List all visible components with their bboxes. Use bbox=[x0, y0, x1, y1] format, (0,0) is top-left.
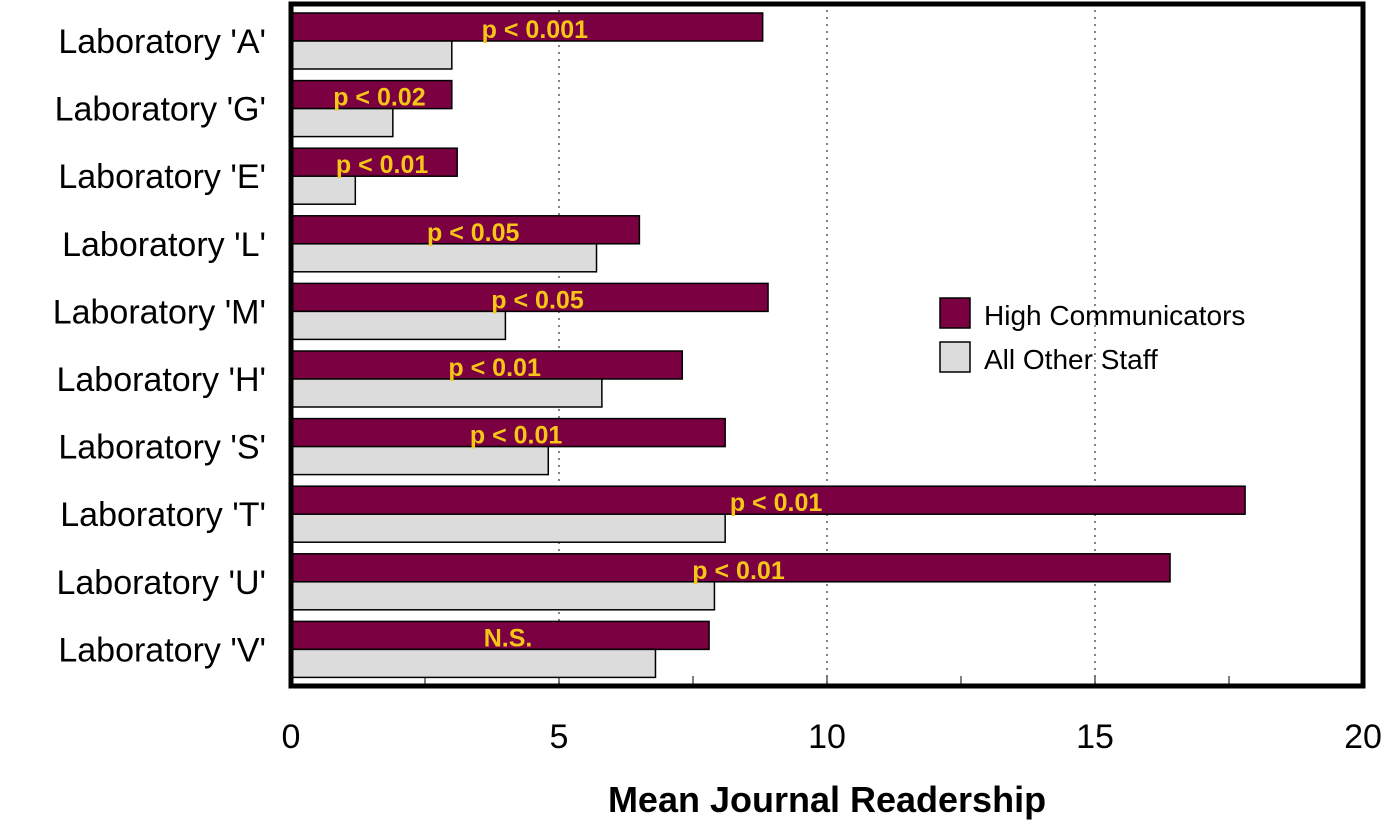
legend-label-high-communicators: High Communicators bbox=[984, 300, 1245, 331]
bar-all-other-staff bbox=[290, 445, 550, 476]
significance-label: p < 0.01 bbox=[470, 422, 563, 450]
category-label: Laboratory 'L' bbox=[62, 226, 266, 264]
category-label: Laboratory 'G' bbox=[55, 91, 266, 129]
bar-high-communicators bbox=[290, 417, 726, 448]
bar-all-other-staff bbox=[290, 310, 507, 341]
bar-all-other-staff bbox=[290, 243, 598, 273]
x-tick-label: 15 bbox=[1076, 718, 1114, 756]
bar-high-communicators bbox=[290, 282, 769, 313]
x-tick-label: 5 bbox=[550, 718, 569, 756]
significance-label: N.S. bbox=[484, 624, 533, 652]
bar-high-communicators bbox=[290, 12, 764, 42]
category-label: Laboratory 'S' bbox=[58, 429, 266, 467]
x-tick-label: 20 bbox=[1344, 718, 1382, 756]
bar-all-other-staff bbox=[290, 175, 357, 205]
bar-high-communicators bbox=[290, 485, 1246, 515]
category-label: Laboratory 'U' bbox=[56, 564, 266, 602]
legend-swatch-high-communicators bbox=[939, 297, 971, 329]
bar-all-other-staff bbox=[290, 378, 603, 408]
plot-frame bbox=[288, 1, 1366, 689]
category-label: Laboratory 'A' bbox=[58, 23, 266, 61]
category-label: Laboratory 'T' bbox=[60, 496, 266, 534]
category-label: Laboratory 'E' bbox=[58, 158, 266, 196]
x-tick-label: 10 bbox=[808, 718, 846, 756]
bar-high-communicators bbox=[290, 147, 458, 177]
legend-label-all-other-staff: All Other Staff bbox=[984, 344, 1158, 375]
x-tick-label: 0 bbox=[282, 718, 301, 756]
bar-all-other-staff bbox=[290, 107, 394, 138]
legend-swatch-all-other-staff bbox=[939, 341, 971, 373]
significance-label: p < 0.01 bbox=[730, 489, 823, 517]
category-label: Laboratory 'H' bbox=[56, 361, 266, 399]
significance-label: p < 0.001 bbox=[482, 16, 588, 44]
category-label: Laboratory 'M' bbox=[53, 293, 266, 331]
significance-label: p < 0.02 bbox=[333, 84, 425, 112]
bar-all-other-staff bbox=[290, 648, 657, 679]
bar-all-other-staff bbox=[290, 581, 716, 611]
significance-label: p < 0.05 bbox=[491, 286, 584, 314]
significance-label: p < 0.01 bbox=[448, 354, 541, 382]
bar-all-other-staff bbox=[290, 40, 453, 70]
bar-all-other-staff bbox=[290, 513, 726, 543]
significance-label: p < 0.01 bbox=[692, 557, 785, 585]
x-axis-title: Mean Journal Readership bbox=[608, 779, 1046, 820]
category-label: Laboratory 'V' bbox=[58, 631, 266, 669]
significance-label: p < 0.01 bbox=[336, 151, 429, 179]
significance-label: p < 0.05 bbox=[427, 219, 520, 247]
